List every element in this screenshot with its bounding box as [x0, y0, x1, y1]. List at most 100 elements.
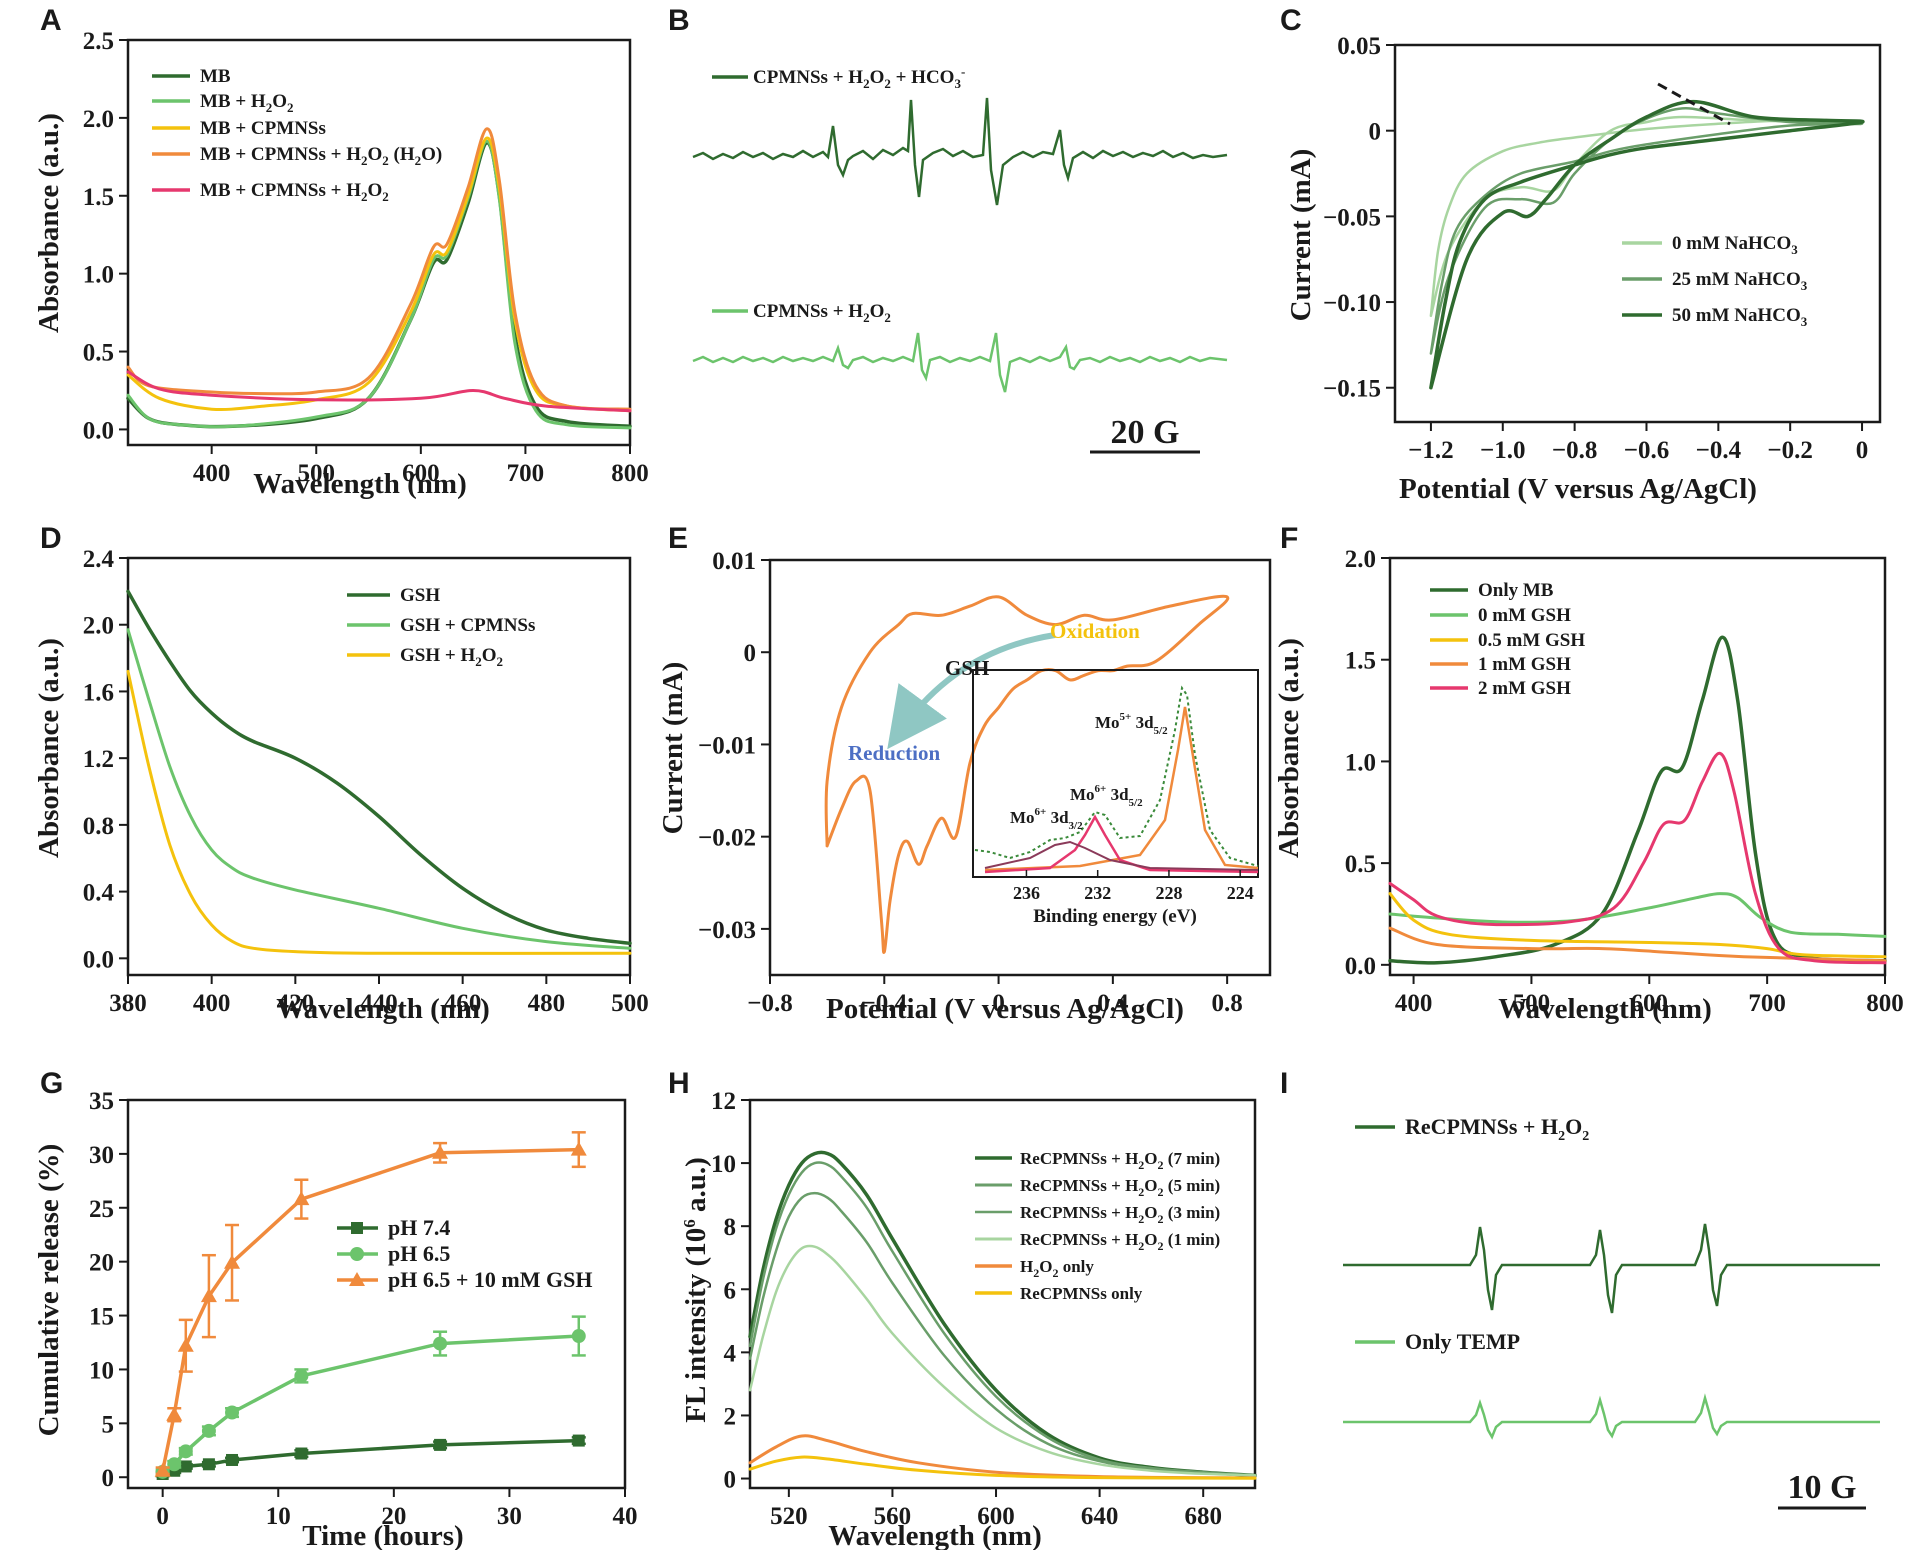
panel-letter-a: A	[40, 4, 62, 37]
panel-f-series-1	[1388, 892, 1887, 938]
legend-label-g-65: pH 6.5	[388, 1241, 450, 1266]
panel-h-series-0	[748, 1150, 1257, 1478]
legend-label-d-gsh-h2o2: GSH + H2O2	[400, 645, 503, 669]
panel-e: −0.8 −0.4 0 0.4 0.8 0.01 0 −0.01 −0.02 −0.03 Oxid…	[657, 548, 1272, 1025]
panel-g-point	[226, 1453, 239, 1466]
legend-label-g-65-gsh: pH 6.5 + 10 mM GSH	[388, 1267, 592, 1292]
inset-label-mo6-52: Mo6+ 3d5/2	[1070, 783, 1143, 809]
panel-f-series-3	[1388, 926, 1887, 963]
panel-g-xtick-label: 40	[613, 1503, 638, 1530]
panel-e-ytick-label: 0	[744, 640, 757, 667]
panel-h-ylabel: FL intensity (106 a.u.)	[680, 1157, 712, 1423]
panel-e-ytick-label: −0.03	[698, 917, 756, 944]
epr-spectrum-b-2	[692, 332, 1228, 393]
panel-letter-c: C	[1280, 4, 1302, 37]
panel-d-series-2	[126, 669, 632, 955]
panel-e-xtick-label: −0.4	[862, 990, 908, 1017]
panel-f-legend: Only MB 0 mM GSH 0.5 mM GSH 1 mM GSH 2 m…	[1430, 580, 1585, 699]
panel-g-point	[294, 1368, 309, 1383]
panel-f-xlabel: Wavelength (nm)	[1498, 993, 1711, 1025]
panel-g-point	[225, 1405, 240, 1420]
panel-d-ytick-label: 1.6	[83, 679, 114, 706]
panel-h: 520 560 600 640 680 0 2 4 6 8 10 12 Wavelength (nm)…	[680, 1088, 1257, 1550]
legend-label-f-05mm: 0.5 mM GSH	[1478, 630, 1585, 651]
panel-c-xtick-label: −0.4	[1696, 437, 1742, 464]
panel-c-ytick-label: 0.05	[1337, 33, 1381, 60]
panel-h-frame	[748, 1098, 1257, 1490]
panel-g-frame	[126, 1098, 627, 1490]
panel-d-ytick-label: 2.4	[83, 546, 115, 573]
gsh-arrow	[887, 632, 1056, 750]
legend-label-i-2: Only TEMP	[1405, 1329, 1520, 1354]
legend-label-c-0: 0 mM NaHCO3	[1672, 233, 1798, 257]
panel-h-plot: 520 560 600 640 680 0 2 4 6 8 10 12	[711, 1088, 1257, 1530]
panel-d-plot: 380 400 420 440 460 480 500 0.0 0.4 0.8 1.2 1.6 2.0 2…	[83, 546, 649, 1017]
panel-f-ytick-label: 2.0	[1345, 546, 1376, 573]
panel-f: 400 500 600 700 800 0.0 0.5 1.0 1.5 2.0 Wavelengt…	[1273, 546, 1904, 1025]
legend-label-mb-cpmnss: MB + CPMNSs	[200, 118, 326, 139]
panel-a-ytick-label: 1.0	[83, 262, 114, 289]
legend-label-mb: MB	[200, 66, 231, 87]
legend-marker-g-74	[351, 1222, 363, 1234]
panel-d: 380 400 420 440 460 480 500 0.0 0.4 0.8 1.2 1.6 2.0 2…	[33, 546, 649, 1025]
panel-letter-d: D	[40, 522, 62, 555]
panel-a-ytick-label: 1.5	[83, 184, 114, 211]
panel-f-xtick-label: 800	[1866, 990, 1904, 1017]
panel-a-series-2	[126, 136, 632, 413]
legend-label-f-0mm: 0 mM GSH	[1478, 605, 1571, 626]
scale-bar-i-label: 10 G	[1788, 1469, 1857, 1506]
panel-f-xtick-label: 700	[1748, 990, 1786, 1017]
epr-spectrum-b-1	[692, 97, 1228, 206]
panel-c-ytick-label: −0.10	[1323, 290, 1381, 317]
legend-label-h-5: ReCPMNSs + H2O2 (5 min)	[1020, 1176, 1220, 1199]
inset-xtick-label: 236	[1013, 883, 1040, 903]
legend-label-mb-h2o2: MB + H2O2	[200, 91, 294, 115]
panel-g-point	[179, 1460, 192, 1473]
panel-letter-b: B	[668, 4, 690, 37]
panel-d-xtick-label: 440	[360, 990, 398, 1017]
panel-a-ytick-label: 0.0	[83, 417, 114, 444]
panel-e-ylabel: Current (mA)	[657, 662, 689, 835]
panel-h-ytick-label: 6	[724, 1277, 737, 1304]
panel-h-ytick-label: 2	[724, 1403, 737, 1430]
inset-xtick-label: 232	[1084, 883, 1111, 903]
panel-a-ylabel: Absorbance (a.u.)	[33, 113, 65, 333]
inset-xtick-label: 228	[1155, 883, 1182, 903]
panel-g-ytick-label: 10	[89, 1357, 114, 1384]
legend-label-mb-cpmnss-h2o2-h2o: MB + CPMNSs + H2O2 (H2O)	[200, 144, 442, 168]
panel-g-point	[570, 1141, 587, 1156]
panel-h-ytick-label: 10	[711, 1151, 736, 1178]
panel-a-ytick-label: 0.5	[83, 340, 114, 367]
panel-h-xtick-label: 640	[1081, 1503, 1119, 1530]
xps-inset: Mo5+ 3d5/2 Mo6+ 3d5/2 Mo6+ 3d3/2 236 232 2…	[972, 669, 1259, 927]
panel-i: ReCPMNSs + H2O2 Only TEMP 10 G	[1343, 1114, 1880, 1510]
panel-f-xtick-label: 400	[1395, 990, 1433, 1017]
panel-a-xtick-label: 500	[298, 460, 336, 487]
panel-h-xtick-label: 520	[770, 1503, 808, 1530]
panel-letter-h: H	[668, 1067, 690, 1100]
panel-h-xlabel: Wavelength (nm)	[828, 1520, 1041, 1550]
panel-d-ylabel: Absorbance (a.u.)	[33, 638, 65, 858]
panel-c-xtick-label: −1.0	[1480, 437, 1526, 464]
panel-g-point	[293, 1191, 310, 1206]
panel-c-xtick-label: −0.8	[1552, 437, 1598, 464]
panel-g-ytick-label: 25	[89, 1196, 114, 1223]
panel-e-xtick-label: 0	[992, 990, 1005, 1017]
panel-g-plot: 0 10 20 30 40 0 5 10 15 20 25 30 35	[89, 1088, 638, 1530]
panel-h-ytick-label: 4	[724, 1340, 737, 1367]
epr-spectrum-i-1	[1343, 1223, 1880, 1314]
panel-g-point	[200, 1288, 217, 1303]
panel-letter-i: I	[1280, 1067, 1288, 1100]
panel-c-ytick-label: −0.05	[1323, 204, 1381, 231]
panel-a: 400 500 600 700 800 0.0 0.5 1.0 1.5 2.0 2.5 Wavele…	[33, 28, 649, 500]
panel-g-point	[167, 1457, 182, 1472]
panel-g-ytick-label: 15	[89, 1304, 114, 1331]
panel-c-series-2	[1429, 99, 1865, 390]
panel-a-xtick-label: 600	[402, 460, 440, 487]
panel-f-ytick-label: 1.0	[1345, 749, 1376, 776]
panel-c-xtick-label: −0.2	[1767, 437, 1813, 464]
panel-d-legend: GSH GSH + CPMNSs GSH + H2O2	[347, 585, 535, 669]
legend-label-h-1: ReCPMNSs + H2O2 (1 min)	[1020, 1230, 1220, 1253]
panel-f-plot: 400 500 600 700 800 0.0 0.5 1.0 1.5 2.0	[1345, 546, 1904, 1017]
panel-d-ytick-label: 0.8	[83, 813, 114, 840]
